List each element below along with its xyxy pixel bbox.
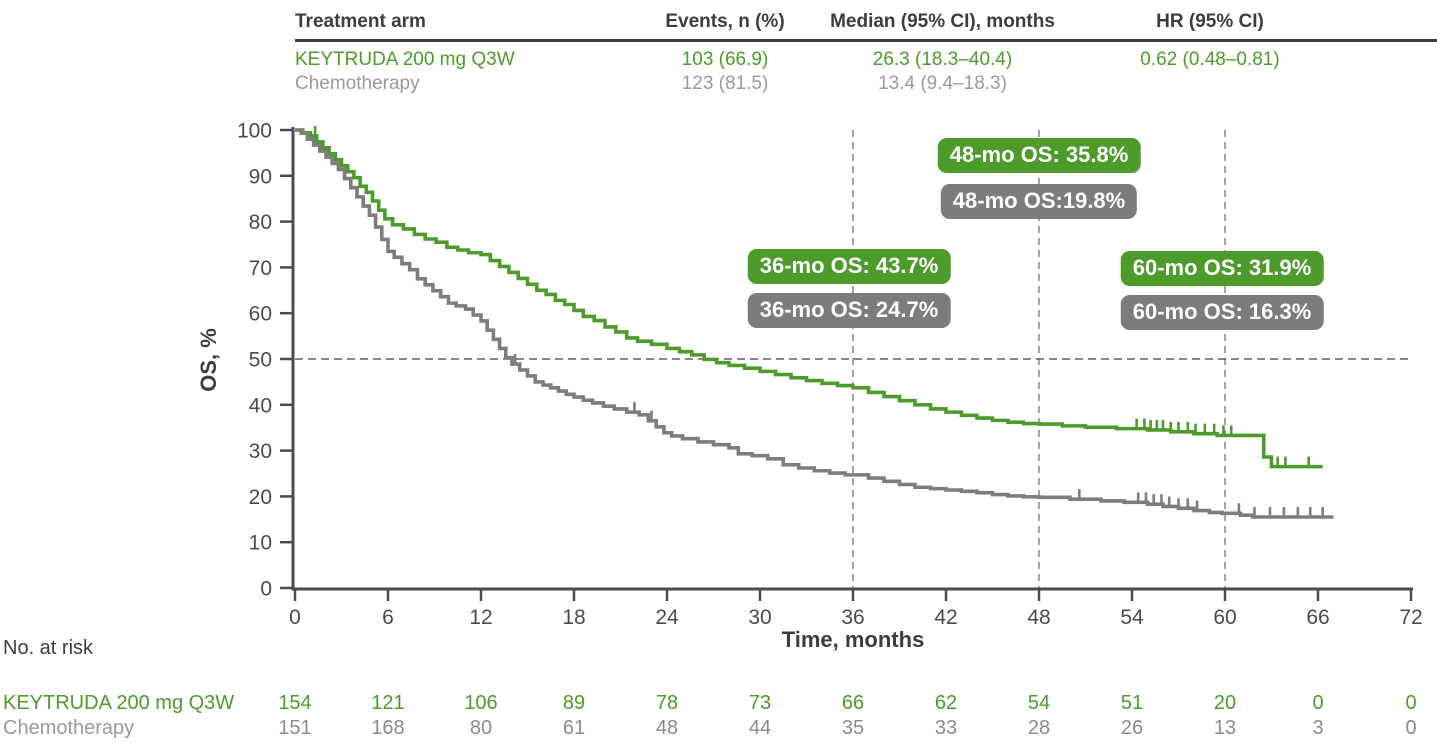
x-tick-label: 0 — [289, 606, 301, 629]
summary-table-header: Treatment arm Events, n (%) Median (95% … — [295, 10, 1437, 34]
at-risk-title: No. at risk — [3, 637, 94, 659]
summary-table-divider — [295, 39, 1437, 42]
x-tick-label: 6 — [382, 606, 394, 629]
chemo-events-value: 123 (81.5) — [681, 73, 769, 94]
at-risk-value: 106 — [464, 692, 498, 714]
x-tick-label: 30 — [748, 606, 771, 629]
y-tick-label: 30 — [249, 440, 272, 463]
badge-60mo-keytruda: 60-mo OS: 31.9% — [1120, 251, 1324, 286]
y-tick-label: 50 — [249, 349, 272, 372]
keytruda-hr-value: 0.62 (0.48–0.81) — [1140, 49, 1280, 70]
y-tick-label: 0 — [260, 578, 272, 601]
y-tick-label: 100 — [237, 120, 272, 143]
x-tick-label: 12 — [469, 606, 492, 629]
at-risk-value: 154 — [278, 692, 312, 714]
y-tick-label: 80 — [249, 211, 272, 234]
keytruda-200-mg-q3w-curve — [295, 128, 1323, 469]
y-tick-label: 60 — [249, 303, 272, 326]
at-risk-value: 44 — [748, 717, 772, 739]
y-tick-label: 10 — [249, 532, 272, 555]
at-risk-label-chemo: Chemotherapy — [3, 717, 135, 739]
keytruda-arm-label: KEYTRUDA 200 mg Q3W — [295, 49, 515, 70]
at-risk-label-keytruda: KEYTRUDA 200 mg Q3W — [3, 692, 235, 714]
x-tick-label: 36 — [841, 606, 864, 629]
at-risk-value: 61 — [562, 717, 586, 739]
chemo-median-value: 13.4 (9.4–18.3) — [878, 73, 1007, 94]
badge-36mo-keytruda: 36-mo OS: 43.7% — [747, 249, 951, 284]
y-axis-title: OS, % — [196, 328, 221, 392]
at-risk-value: 66 — [841, 692, 865, 714]
at-risk-value: 168 — [371, 717, 405, 739]
col-treatment-arm: Treatment arm — [295, 11, 426, 32]
x-tick-label: 54 — [1120, 606, 1144, 629]
chemo-arm-label: Chemotherapy — [295, 73, 420, 94]
summary-table: Treatment arm Events, n (%) Median (95% … — [295, 10, 1437, 100]
at-risk-value: 78 — [655, 692, 679, 714]
at-risk-value: 73 — [748, 692, 772, 714]
at-risk-value: 26 — [1120, 717, 1144, 739]
at-risk-value: 51 — [1120, 692, 1144, 714]
at-risk-value: 0 — [1405, 717, 1417, 739]
badge-48mo-keytruda: 48-mo OS: 35.8% — [937, 138, 1141, 173]
x-tick-label: 42 — [934, 606, 957, 629]
y-tick-label: 20 — [249, 486, 272, 509]
badge-36mo-chemo: 36-mo OS: 24.7% — [747, 293, 951, 328]
at-risk-value: 28 — [1027, 717, 1051, 739]
keytruda-median-value: 26.3 (18.3–40.4) — [872, 49, 1013, 70]
at-risk-value: 0 — [1312, 692, 1324, 714]
col-hr: HR (95% CI) — [1156, 11, 1264, 32]
at-risk-value: 0 — [1405, 692, 1417, 714]
at-risk-value: 151 — [278, 717, 312, 739]
at-risk-value: 20 — [1213, 692, 1237, 714]
badge-60mo-chemo: 60-mo OS: 16.3% — [1120, 295, 1324, 330]
col-events: Events, n (%) — [665, 11, 785, 32]
at-risk-value: 62 — [934, 692, 958, 714]
y-tick-label: 70 — [249, 257, 272, 280]
x-tick-label: 24 — [655, 606, 679, 629]
x-tick-label: 18 — [562, 606, 585, 629]
summary-row-chemotherapy: Chemotherapy 123 (81.5) 13.4 (9.4–18.3) — [295, 72, 1437, 96]
at-risk-value: 54 — [1027, 692, 1051, 714]
x-tick-label: 60 — [1213, 606, 1236, 629]
y-tick-label: 90 — [249, 165, 272, 188]
col-median: Median (95% CI), months — [830, 11, 1055, 32]
x-tick-label: 72 — [1399, 606, 1422, 629]
at-risk-value: 33 — [934, 717, 958, 739]
at-risk-value: 3 — [1312, 717, 1324, 739]
chemotherapy-curve — [295, 128, 1334, 519]
at-risk-value: 35 — [841, 717, 865, 739]
x-tick-label: 66 — [1306, 606, 1329, 629]
at-risk-value: 80 — [469, 717, 493, 739]
x-axis-title: Time, months — [781, 627, 925, 652]
at-risk-value: 121 — [371, 692, 405, 714]
y-tick-label: 40 — [249, 394, 272, 417]
summary-row-keytruda: KEYTRUDA 200 mg Q3W 103 (66.9) 26.3 (18.… — [295, 48, 1437, 72]
keytruda-events-value: 103 (66.9) — [681, 49, 769, 70]
at-risk-value: 48 — [655, 717, 679, 739]
at-risk-value: 89 — [562, 692, 586, 714]
x-tick-label: 48 — [1027, 606, 1050, 629]
badge-48mo-chemo: 48-mo OS:19.8% — [940, 184, 1138, 219]
at-risk-value: 13 — [1213, 717, 1237, 739]
